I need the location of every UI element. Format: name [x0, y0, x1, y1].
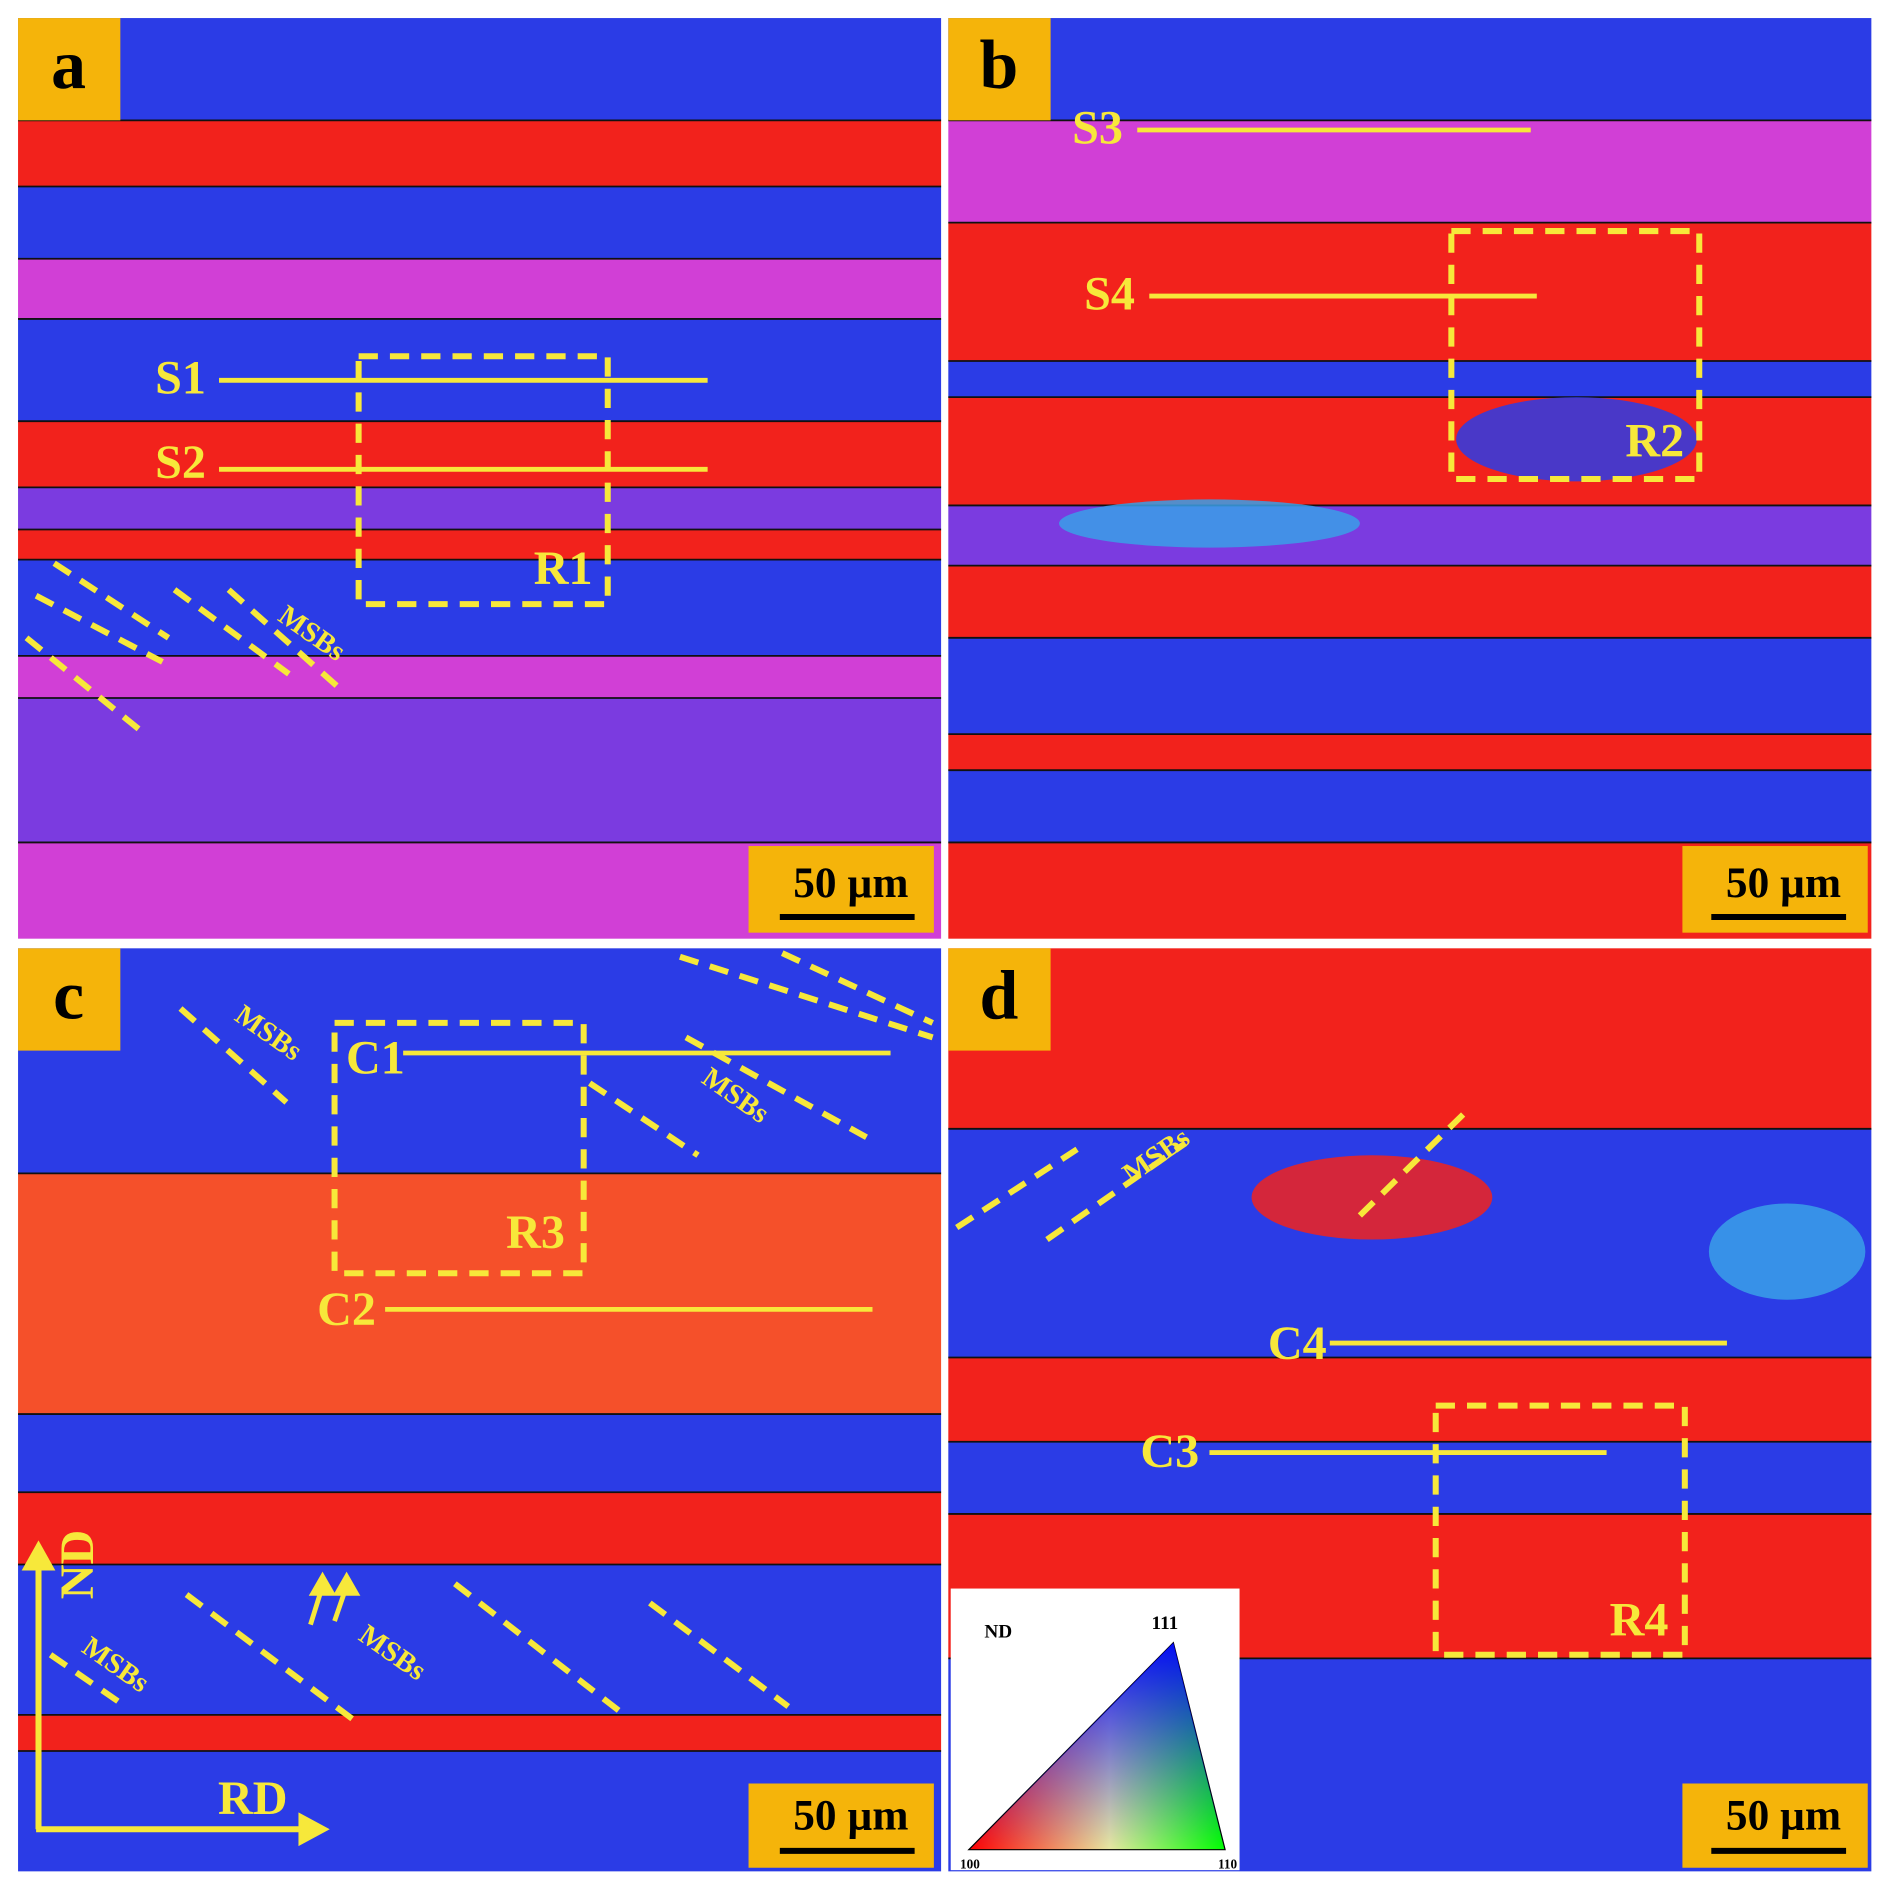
line-label: S4	[1084, 268, 1135, 321]
grain-band	[948, 18, 1872, 121]
grain-band	[18, 186, 942, 259]
msb-trace	[184, 1592, 357, 1724]
region-label: R4	[1610, 1594, 1669, 1647]
scale-bar-label: 50 µm	[1726, 1792, 1841, 1840]
axis-arrowhead	[298, 1812, 330, 1847]
grain-patch	[1456, 397, 1697, 482]
msb-trace	[780, 950, 934, 1026]
msb-trace	[52, 560, 171, 641]
legend-title: ND	[984, 1621, 1012, 1642]
ipf-triangle-shade	[968, 1642, 1226, 1850]
msb-trace	[588, 1080, 700, 1158]
grain-band	[18, 487, 942, 530]
grain-band	[18, 421, 942, 488]
region-label: R1	[534, 542, 593, 595]
region-label: R2	[1625, 414, 1684, 467]
panel-label: d	[979, 957, 1018, 1034]
scale-bar-label: 50 µm	[793, 1792, 908, 1840]
panel-label-box	[948, 18, 1051, 121]
msb-trace	[955, 1146, 1079, 1231]
msb-trace	[24, 635, 144, 735]
msb-arrows	[308, 1571, 361, 1626]
grain-band	[948, 120, 1872, 223]
grain-band	[948, 948, 1872, 1129]
grain-band	[948, 637, 1872, 735]
panel-label-box	[18, 948, 121, 1051]
grain-band	[948, 361, 1872, 398]
grain-band	[18, 1173, 942, 1415]
legend-corner: 111	[1152, 1613, 1179, 1634]
grain-band	[18, 1414, 942, 1493]
msb-trace	[48, 1652, 123, 1706]
msb-trace	[648, 1600, 791, 1709]
line-label: C3	[1140, 1425, 1199, 1478]
panel-label-box	[18, 18, 121, 121]
grain-band	[18, 318, 942, 422]
grain-band	[18, 948, 942, 1174]
msb-trace	[684, 1034, 868, 1140]
grain-band	[948, 397, 1872, 506]
grain-band	[18, 1564, 942, 1715]
msb-trace	[453, 1581, 622, 1714]
msb-trace	[226, 587, 339, 689]
axis-label: ND	[51, 1530, 104, 1600]
msb-trace	[178, 1006, 289, 1105]
msb-trace	[1045, 1140, 1188, 1243]
grain-band	[948, 222, 1872, 362]
region-label: R3	[506, 1206, 565, 1259]
grain-band	[948, 1357, 1872, 1442]
panel-label: b	[979, 27, 1018, 104]
scale-bar-label: 50 µm	[793, 859, 908, 907]
scale-bar-label: 50 µm	[1726, 859, 1841, 907]
msb-trace	[34, 593, 164, 665]
grain-band	[948, 734, 1872, 771]
grain-patch	[1251, 1155, 1493, 1240]
grain-band	[18, 18, 942, 121]
legend-corner: 100	[960, 1856, 980, 1871]
grain-band	[18, 258, 942, 319]
line-label: S3	[1072, 101, 1123, 154]
msb-trace	[1357, 1105, 1473, 1218]
grain-band	[18, 697, 942, 843]
legend-corner: 110	[1218, 1856, 1237, 1871]
grain-band	[18, 655, 942, 698]
grain-patch	[1059, 499, 1360, 548]
line-label: C4	[1268, 1317, 1327, 1370]
line-label: C2	[317, 1283, 376, 1336]
msb-trace	[172, 587, 291, 677]
axis-arrowhead	[21, 1540, 56, 1571]
grain-band	[948, 770, 1872, 843]
msb-trace	[679, 953, 934, 1041]
panel-label-box	[948, 948, 1051, 1051]
grain-patch	[1708, 1203, 1866, 1300]
grain-band	[18, 120, 942, 187]
axis-label: RD	[218, 1772, 288, 1825]
panel-label: c	[53, 957, 84, 1034]
grain-band	[948, 565, 1872, 638]
line-label: S2	[155, 436, 206, 489]
ebsd-maps	[18, 18, 1872, 1872]
grain-band	[18, 529, 942, 560]
grain-band	[18, 1714, 942, 1752]
grain-band	[18, 1492, 942, 1565]
panel-label: a	[51, 27, 86, 104]
line-label: C1	[346, 1032, 405, 1085]
line-label: S1	[155, 352, 206, 405]
grain-band	[18, 559, 942, 656]
